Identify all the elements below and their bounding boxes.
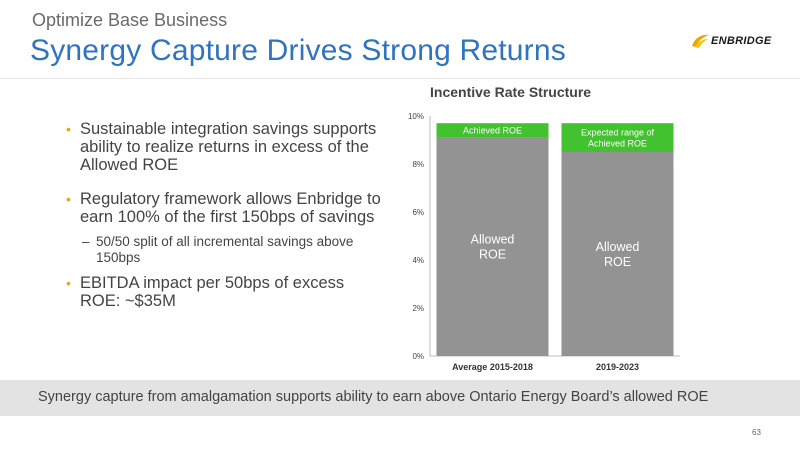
bullet-list: • Sustainable integration savings support… [66,120,386,310]
sub-bullet-item: –50/50 split of all incremental savings … [66,234,386,266]
logo-text: ENBRIDGE [711,35,772,47]
bar-segment-achieved-roe [561,123,674,152]
bullet-text: EBITDA impact per 50bps of excess ROE: ~… [80,274,345,310]
bar-segment-achieved-roe [436,123,549,138]
bullet-text: Sustainable integration savings supports… [80,120,377,174]
banner-text: Synergy capture from amalgamation suppor… [38,389,709,405]
y-tick-label: 4% [412,256,424,265]
header-divider [0,78,800,79]
y-tick-label: 6% [412,208,424,217]
bullet-marker: • [66,191,71,207]
y-tick-label: 2% [412,304,424,313]
bar-data-label: Achieved ROE [463,126,522,136]
incentive-rate-chart: 0% 2% 4% 6% 8% 10% Allowed ROE Achieved ROE Avera… [408,112,680,372]
y-tick-label: 10% [408,112,424,121]
y-tick-label: 8% [412,160,424,169]
chart-title: Incentive Rate Structure [430,84,592,100]
bullet-marker: • [66,121,71,137]
bullet-text: Regulatory framework allows Enbridge to … [80,190,381,226]
x-tick-label: 2019-2023 [596,362,639,372]
x-tick-label: Average 2015-2018 [452,362,533,372]
bar-segment-allowed-roe [436,137,549,356]
slide-title: Synergy Capture Drives Strong Returns [30,34,566,67]
bullet-item: • EBITDA impact per 50bps of excess ROE: … [66,274,386,310]
sub-bullet-text: 50/50 split of all incremental savings a… [96,234,354,265]
bullet-item: • Sustainable integration savings support… [66,120,386,174]
bullet-item: • Regulatory framework allows Enbridge to… [66,190,386,226]
bar-data-label: Expected range of Achieved ROE [581,127,655,148]
bar-data-label: Allowed ROE [596,240,640,269]
sub-bullet-marker: – [82,234,90,249]
bar-data-label: Allowed ROE [471,233,515,262]
company-logo: ENBRIDGE [690,33,771,49]
page-number: 63 [752,428,761,437]
y-tick-label: 0% [412,352,424,361]
bullet-marker: • [66,275,71,291]
summary-banner [0,380,800,416]
bar-segment-allowed-roe [561,152,674,356]
section-kicker: Optimize Base Business [32,10,228,30]
enbridge-flame-icon [692,34,709,48]
